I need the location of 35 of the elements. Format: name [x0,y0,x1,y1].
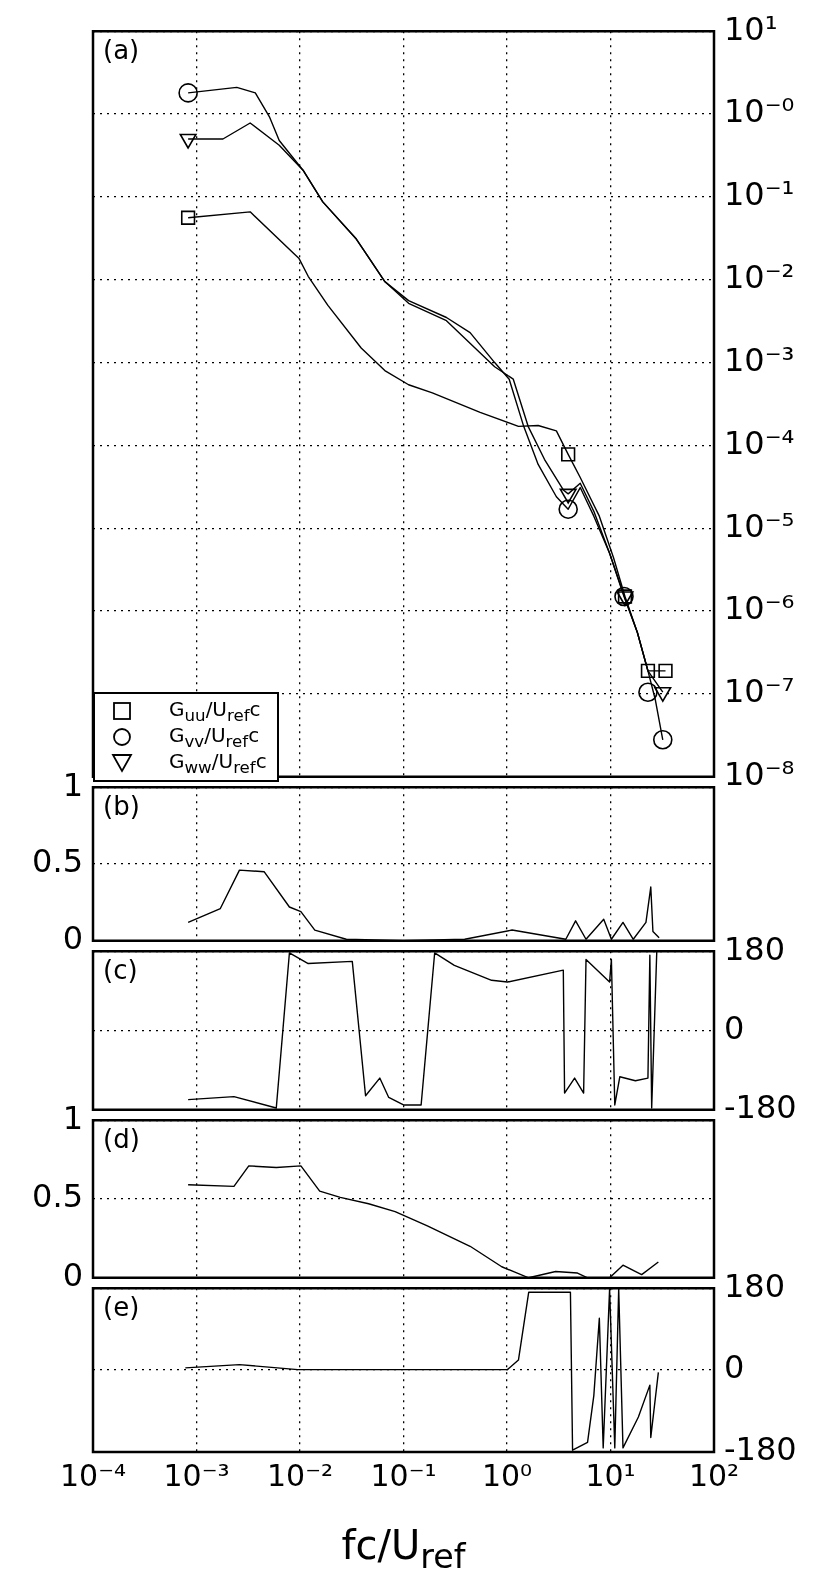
legend-label: G$_{vv}$/U$_{ref}$c [169,723,260,751]
y-tick-label: 10⁻⁸ [724,755,795,794]
legend-label: G$_{uu}$/U$_{ref}$c [169,697,261,725]
y-tick-label: 0 [62,919,83,958]
y-tick-label: 10⁻¹ [724,175,795,214]
y-tick-label: 0 [724,1348,745,1387]
y-tick-label: 10⁻⁰ [724,92,795,131]
legend-label: G$_{ww}$/U$_{ref}$c [169,749,267,777]
y-tick-label: 10⁻⁶ [724,589,795,628]
chart-title: (e) [103,1291,140,1322]
y-tick-label: 0 [62,1256,83,1295]
x-tick-label: 10¹ [585,1457,636,1493]
chart-title: (d) [103,1123,140,1154]
y-tick-label: 10⁻⁵ [724,506,795,545]
chart-title: (a) [103,34,140,65]
y-tick-label: 180 [724,1266,786,1305]
x-axis-title: fc/U$_{ref}$ [341,1522,466,1576]
x-tick-label: 10⁻² [266,1457,334,1493]
y-tick-label: 10⁻³ [724,340,795,379]
chart-title: (c) [103,954,138,985]
y-tick-label: 0 [724,1008,745,1047]
chart-title: (b) [103,790,140,821]
y-tick-label: 1 [62,1098,83,1137]
y-tick-label: 0.5 [32,1177,83,1216]
y-tick-label: 10⁻⁷ [724,672,795,711]
y-tick-label: 180 [724,929,786,968]
y-tick-label: 0.5 [32,842,83,881]
y-tick-label: 1 [62,765,83,804]
y-tick-label: 10⁻² [724,258,795,297]
x-tick-label: 10⁻³ [163,1457,230,1493]
y-tick-label: -180 [724,1088,797,1127]
y-tick-label: 10¹ [724,9,778,48]
x-tick-label: 10⁻¹ [370,1457,437,1493]
x-tick-label: 10⁰ [481,1457,533,1493]
y-tick-label: 10⁻⁴ [724,423,795,462]
